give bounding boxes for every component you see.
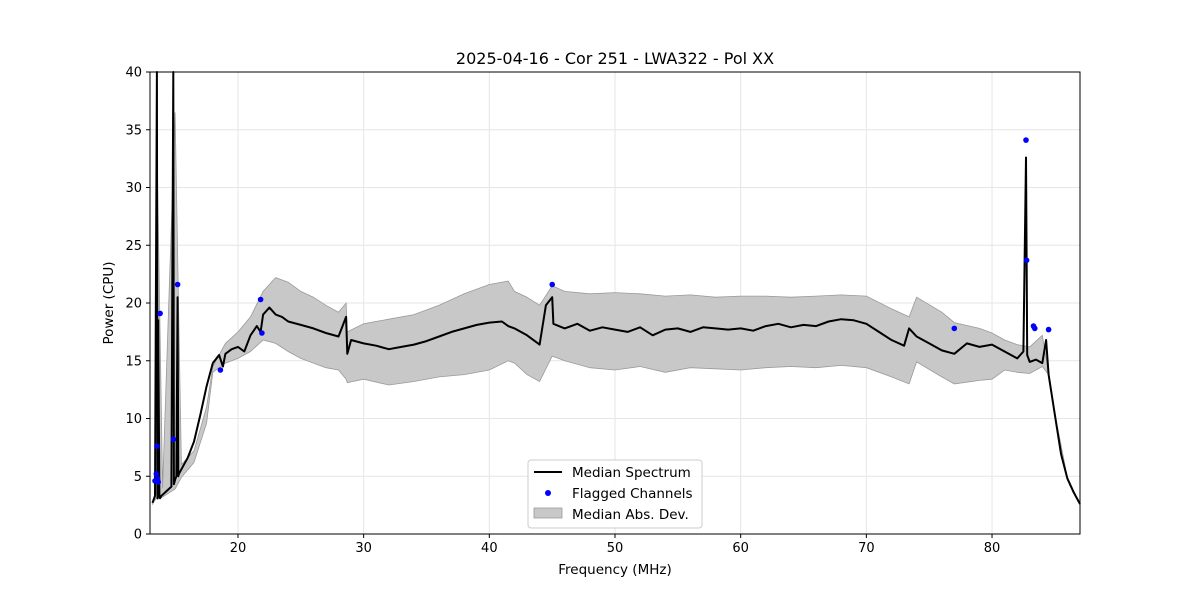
y-tick-label: 30 [125,181,142,196]
x-tick-label: 70 [858,541,875,556]
flagged-point [174,281,181,288]
legend-mad-swatch [533,507,563,519]
flagged-point [1032,325,1038,332]
flagged-point [170,436,177,443]
y-tick-label: 0 [134,528,142,543]
flagged-point [259,330,265,336]
flagged-point [154,443,160,450]
x-tick-label: 50 [607,541,624,556]
flagged-point [155,479,161,485]
legend: Median Spectrum Flagged Channels Median … [527,459,703,529]
flagged-point [1023,137,1029,143]
median-line-layer [151,71,1081,505]
y-tick-label: 5 [134,470,142,485]
x-tick-label: 20 [230,541,247,556]
flagged-point [549,281,555,288]
legend-flagged-swatch [545,490,551,496]
y-tick-label: 25 [125,239,142,254]
x-tick-label: 30 [355,541,372,556]
y-axis-label: Power (CPU) [101,261,117,344]
flagged-point [1045,326,1052,333]
legend-flagged-label: Flagged Channels [572,486,693,502]
flagged-point [217,367,224,373]
y-tick-label: 20 [125,297,142,312]
legend-box [527,459,703,529]
flagged-point [157,310,163,317]
flagged-points-layer [152,137,1052,485]
median-spectrum-line [151,71,1081,505]
x-tick-label: 80 [984,541,1001,556]
legend-mad-label: Median Abs. Dev. [572,507,689,523]
flagged-point [153,471,160,477]
x-axis: 20 30 40 50 60 70 80 [230,534,1001,556]
y-tick-label: 35 [125,123,142,138]
y-axis: 0 5 10 15 20 25 30 35 40 [125,66,150,543]
flagged-point [951,325,958,332]
y-tick-label: 10 [125,412,142,427]
y-tick-label: 40 [125,66,142,81]
flagged-point [1023,257,1030,264]
flagged-point [257,296,264,303]
legend-median-label: Median Spectrum [572,465,691,481]
x-axis-label: Frequency (MHz) [558,562,671,578]
y-tick-label: 15 [125,354,142,369]
chart-title: 2025-04-16 - Cor 251 - LWA322 - Pol XX [456,49,774,68]
x-tick-label: 40 [481,541,498,556]
x-tick-label: 60 [732,541,749,556]
